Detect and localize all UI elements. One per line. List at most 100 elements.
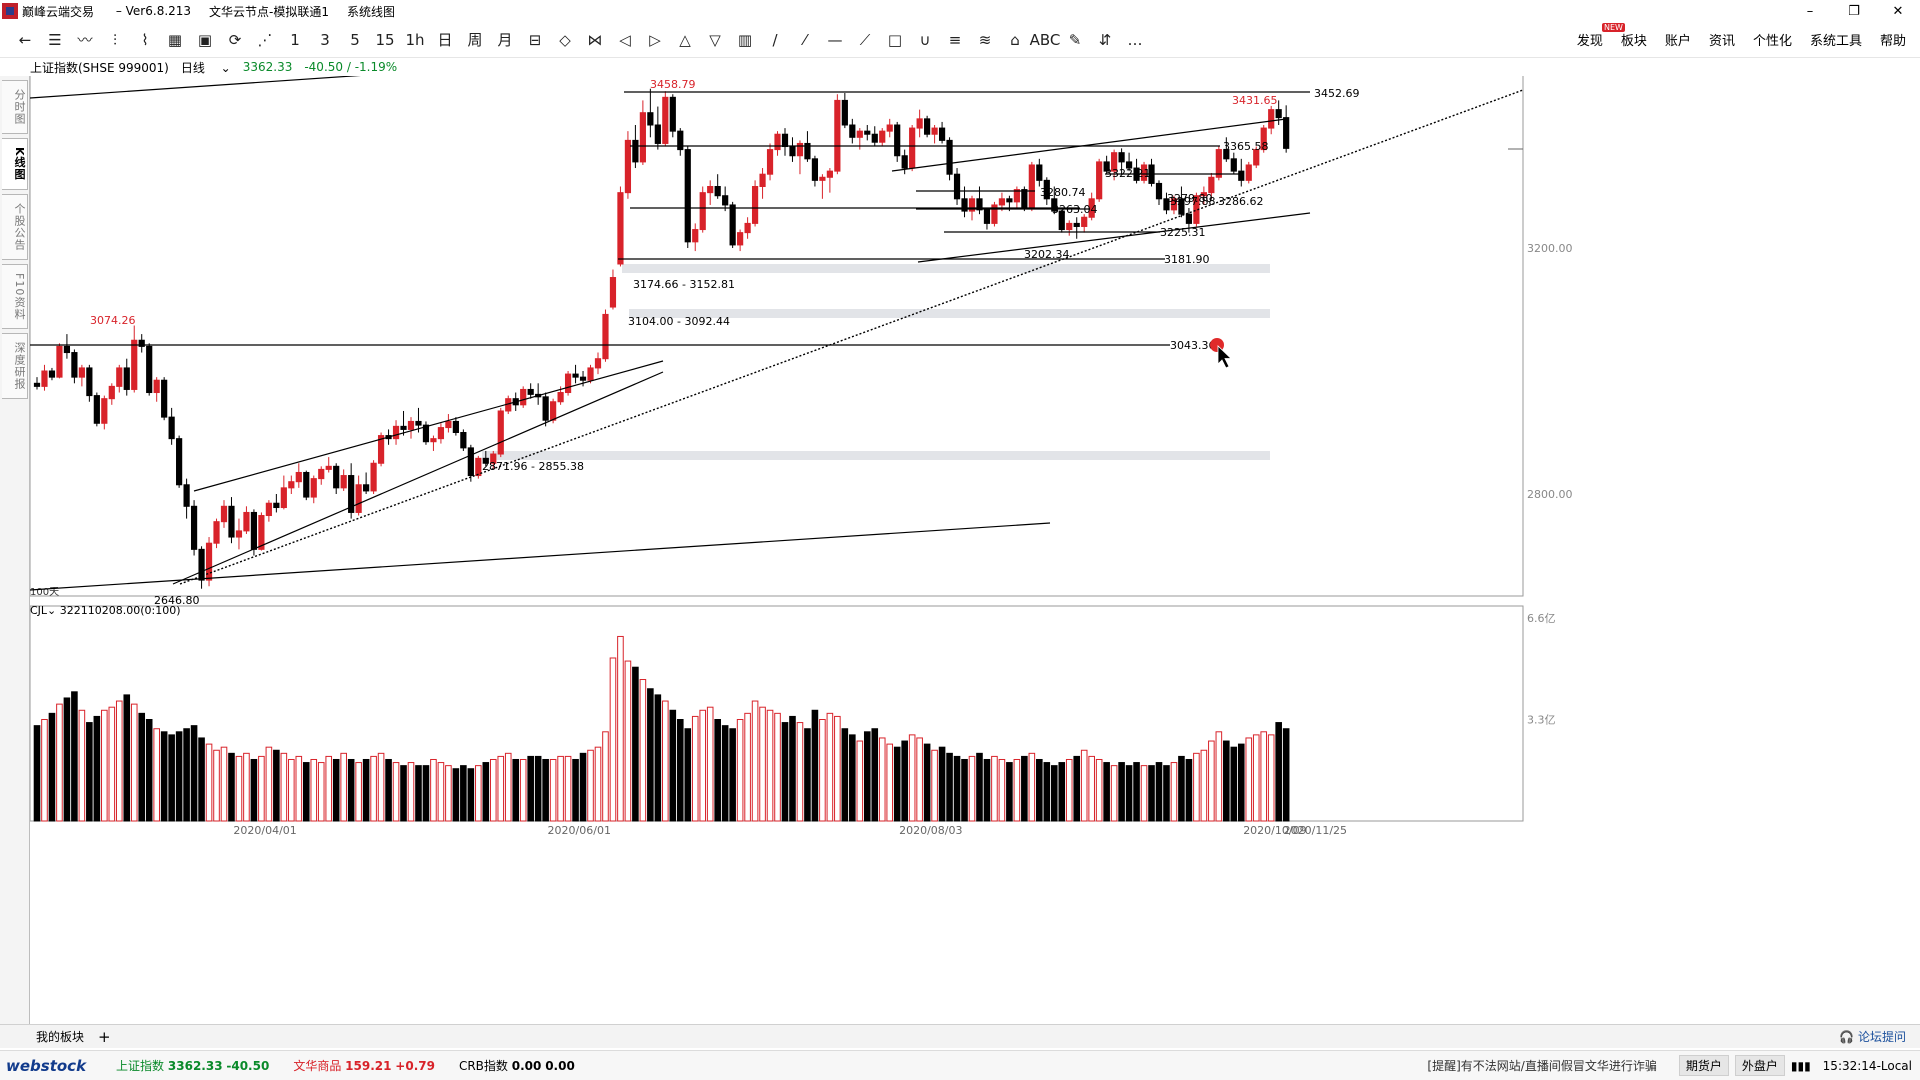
tool-button-12[interactable]: 15	[375, 30, 395, 49]
tool-button-7[interactable]: ⟳	[228, 30, 242, 49]
candle-body	[527, 388, 534, 395]
volume-bar	[183, 728, 190, 822]
tool-button-4[interactable]: ⌇	[141, 30, 149, 49]
tool-button-23[interactable]: ▽	[709, 30, 721, 49]
candle-body	[894, 124, 901, 157]
status-crb[interactable]: CRB指数 0.00 0.00	[458, 1059, 575, 1073]
gap-band	[622, 264, 1270, 273]
left-view-tabs: 分时图 K线图 个股公告 F10资料 深度研报	[0, 76, 30, 1024]
menu-help[interactable]: 帮助	[1879, 34, 1906, 49]
tool-button-24[interactable]: ▥	[737, 30, 753, 49]
candle-body	[460, 432, 467, 449]
server-node[interactable]: 文华云节点-模拟联通1	[209, 4, 330, 19]
tool-button-32[interactable]: ≋	[978, 30, 992, 49]
tab-research[interactable]: 深度研报	[2, 332, 28, 399]
tool-button-21[interactable]: ▷	[649, 30, 661, 49]
period-select[interactable]: 日线 ⌄	[180, 60, 231, 75]
candle-body	[475, 457, 482, 477]
tool-button-15[interactable]: 周	[467, 31, 483, 49]
volume-bar	[1065, 758, 1073, 822]
tool-button-27[interactable]: —	[827, 30, 843, 49]
candle-body	[1230, 158, 1237, 172]
close-button[interactable]: ✕	[1892, 3, 1904, 19]
menu-system-tools[interactable]: 系统工具	[1809, 34, 1862, 49]
tool-button-17[interactable]: ⊟	[528, 30, 542, 49]
candle-body	[363, 484, 370, 492]
tool-button-10[interactable]: 3	[320, 30, 330, 49]
add-tab-button[interactable]: +	[98, 1027, 111, 1046]
tool-button-36[interactable]: ⇵	[1098, 30, 1112, 49]
tab-f10[interactable]: F10资料	[2, 263, 28, 329]
x-axis-label: 2020/11/25	[1284, 824, 1347, 837]
volume-bar	[1200, 749, 1208, 822]
menu-personalize[interactable]: 个性化	[1752, 34, 1792, 49]
menu-sectors[interactable]: 板块	[1620, 34, 1647, 49]
tool-button-5[interactable]: ▦	[167, 30, 183, 49]
candle-body	[1185, 213, 1193, 224]
forum-link[interactable]: 🎧 论坛提问	[1839, 1030, 1906, 1044]
tool-button-37[interactable]: …	[1127, 30, 1143, 49]
tool-button-2[interactable]: 〰	[77, 31, 93, 49]
volume-bar	[250, 758, 258, 822]
tool-button-8[interactable]: ⋰	[257, 30, 273, 49]
tool-button-28[interactable]: ⟋	[859, 30, 871, 49]
candle-body	[41, 370, 48, 387]
tool-button-20[interactable]: ◁	[619, 30, 631, 49]
maximize-button[interactable]: ❐	[1848, 3, 1860, 19]
tab-my-sectors[interactable]: 我的板块	[36, 1030, 85, 1044]
tool-button-30[interactable]: ∪	[919, 30, 931, 49]
tool-button-9[interactable]: 1	[290, 30, 300, 49]
volume-bar	[564, 755, 572, 822]
tool-button-14[interactable]: 日	[437, 31, 453, 49]
volume-bar	[1058, 762, 1066, 822]
volume-bar	[1103, 762, 1110, 822]
tool-button-18[interactable]: ◇	[559, 30, 571, 49]
candle-body	[1081, 216, 1088, 227]
status-index[interactable]: 上证指数 3362.33 -40.50	[116, 1059, 270, 1073]
symbol-name[interactable]: 上证指数(SHSE 999001)	[30, 60, 169, 75]
window-tab-title[interactable]: 系统线图	[347, 4, 396, 19]
volume-bar	[153, 728, 160, 822]
candle-body	[916, 118, 923, 129]
volume-bar	[1170, 762, 1178, 822]
tool-button-3[interactable]: ⫶	[113, 30, 117, 49]
menu-discover[interactable]: 发现 NEW	[1576, 23, 1625, 49]
futures-account-button[interactable]: 期货户	[1678, 1055, 1729, 1076]
tool-button-22[interactable]: △	[679, 30, 691, 49]
kline-chart-panel[interactable]: 3200.00 2800.00 6.6亿 3.3亿 2020/04/01 2020/06/…	[30, 76, 1920, 1024]
candle-body	[1111, 152, 1118, 172]
tool-button-25[interactable]: /	[772, 30, 778, 49]
tool-button-1[interactable]: ☰	[48, 30, 62, 49]
tab-announcements[interactable]: 个股公告	[2, 193, 28, 260]
menu-news[interactable]: 资讯	[1708, 34, 1735, 49]
minimize-button[interactable]: –	[1806, 3, 1814, 19]
volume-bar	[1133, 762, 1140, 822]
status-commodity[interactable]: 文华商品 159.21 +0.79	[293, 1059, 435, 1073]
kline-chart[interactable]: 3200.00 2800.00 6.6亿 3.3亿 2020/04/01 2020/06/…	[30, 76, 1920, 1024]
tool-button-34[interactable]: ABC	[1029, 30, 1061, 49]
volume-bar	[594, 746, 602, 822]
tab-kline[interactable]: K线图	[2, 138, 28, 190]
tool-button-31[interactable]: ≡	[948, 30, 962, 49]
tool-button-33[interactable]: ⌂	[1010, 30, 1020, 49]
volume-bar	[243, 752, 250, 822]
volume-bar	[1267, 734, 1275, 822]
candle-body	[86, 367, 93, 397]
tool-button-6[interactable]: ▣	[197, 30, 213, 49]
tool-button-16[interactable]: 月	[497, 31, 513, 49]
status-bar: webstock 上证指数 3362.33 -40.50 文华商品 159.21…	[0, 1050, 1920, 1080]
tool-button-29[interactable]: □	[887, 30, 903, 49]
tool-button-0[interactable]: ←	[18, 30, 32, 49]
tool-button-35[interactable]: ✎	[1068, 30, 1082, 49]
volume-bar	[938, 746, 946, 822]
tool-button-13[interactable]: 1h	[405, 30, 425, 49]
volume-bar	[1125, 765, 1133, 822]
menu-account[interactable]: 账户	[1664, 34, 1691, 49]
tool-button-26[interactable]: ⁄	[803, 30, 807, 49]
fraud-notice[interactable]: [提醒]有不法网站/直播间假冒文华进行诈骗	[1427, 1059, 1657, 1073]
external-account-button[interactable]: 外盘户	[1734, 1055, 1785, 1076]
tool-button-11[interactable]: 5	[350, 30, 360, 49]
candle-body	[834, 99, 841, 172]
tool-button-19[interactable]: ⋈	[587, 30, 603, 49]
tab-intraday[interactable]: 分时图	[2, 80, 28, 134]
